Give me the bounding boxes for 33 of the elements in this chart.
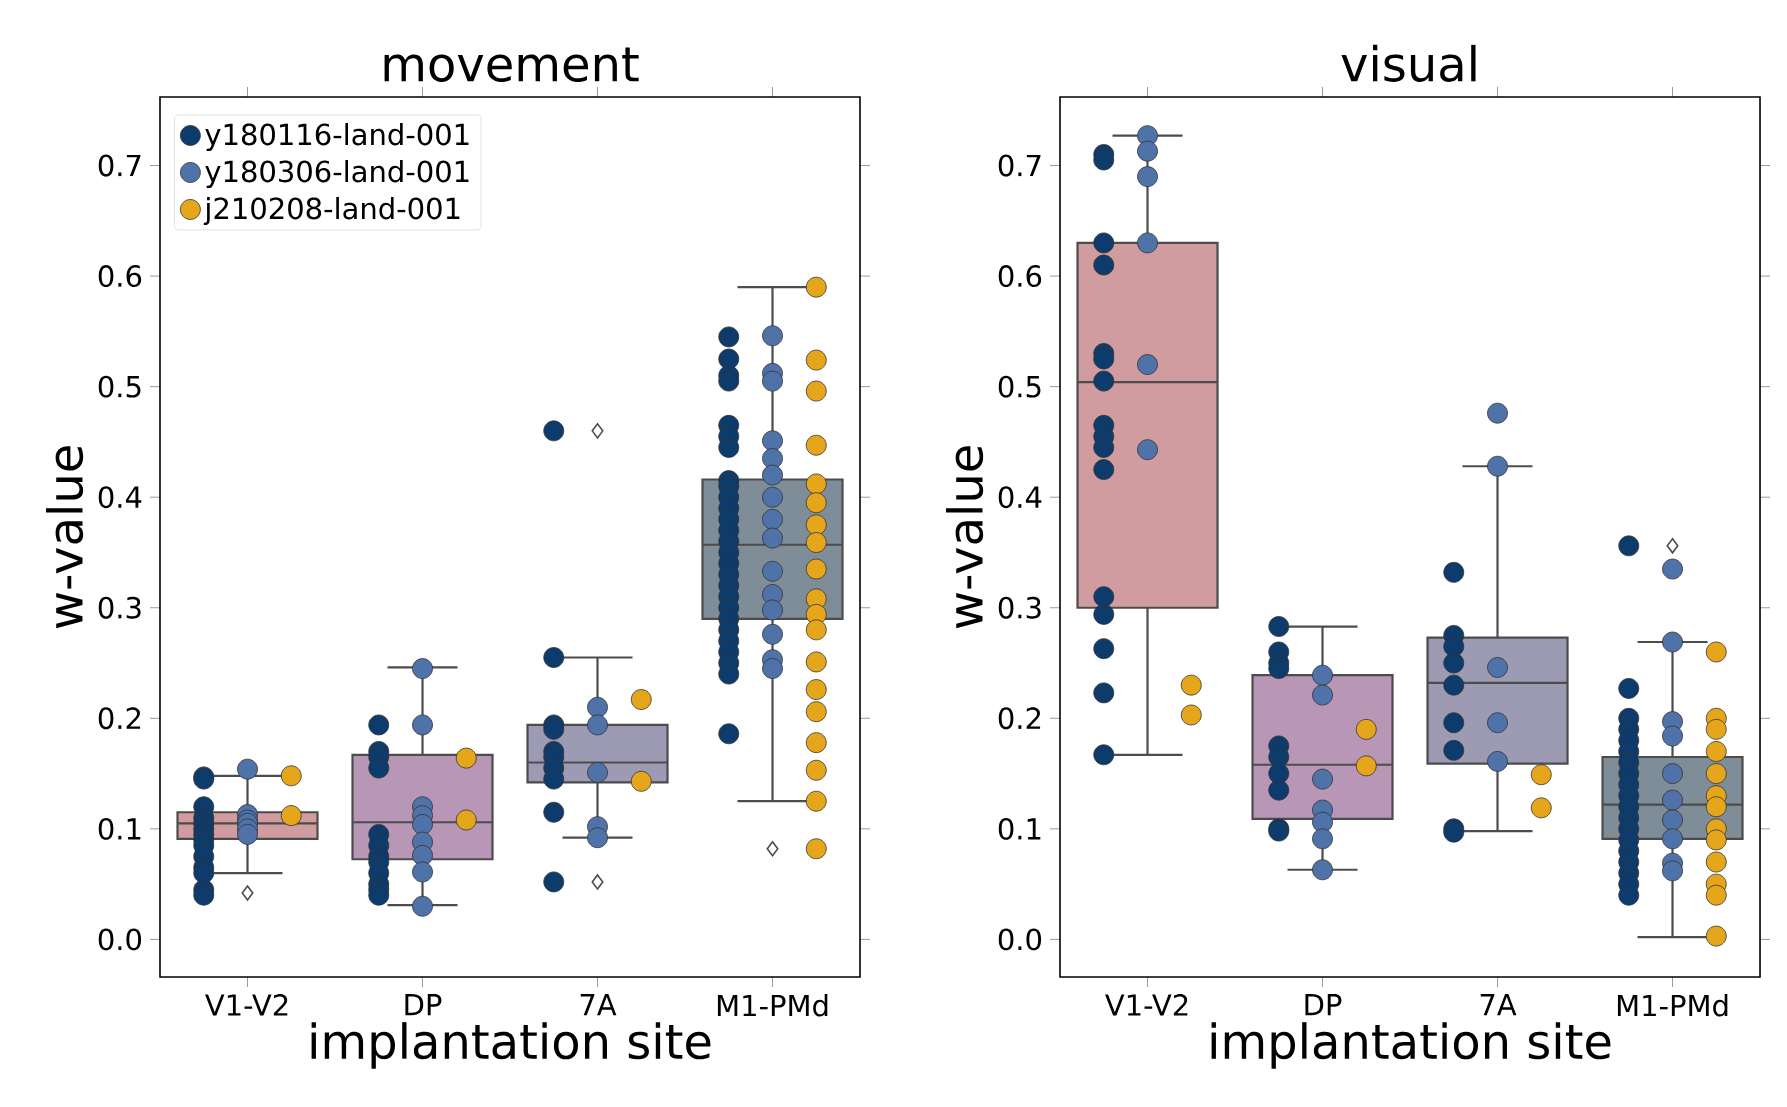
chart-title: visual (1341, 44, 1476, 82)
x-tick-label: V1-V2 (1105, 994, 1188, 1016)
x-tick-label: 7A (580, 994, 617, 1016)
legend-label: y180306-land-001 (205, 159, 469, 189)
y-tick-label: 0.6 (98, 265, 142, 288)
y-tick-label: 0.5 (998, 375, 1041, 398)
y-tick-label: 0.7 (98, 154, 141, 177)
y-axis-title: w-value (46, 446, 84, 629)
legend-label: j210208-land-001 (203, 196, 460, 226)
x-tick-label: DP (1305, 994, 1342, 1016)
y-tick-label: 0.7 (998, 154, 1041, 177)
x-tick-label: 7A (1480, 994, 1517, 1016)
y-tick-label: 0.0 (998, 928, 1042, 951)
legend-label: y180116-land-001 (205, 122, 469, 152)
x-tick-label: DP (405, 994, 442, 1016)
chart-title: movement (384, 47, 639, 82)
y-tick-label: 0.4 (998, 486, 1042, 509)
y-tick-label: 0.2 (98, 707, 141, 730)
x-tick-label: M1-PMd (717, 994, 828, 1017)
y-tick-label: 0.0 (98, 928, 142, 951)
y-tick-label: 0.3 (998, 596, 1041, 619)
x-axis-title: implantation site (1211, 1022, 1611, 1069)
y-tick-label: 0.1 (998, 817, 1041, 840)
y-tick-label: 0.1 (98, 817, 141, 840)
x-axis-title: implantation site (311, 1022, 711, 1069)
y-axis-title: w-value (946, 446, 984, 629)
y-tick-label: 0.6 (998, 265, 1042, 288)
y-tick-label: 0.5 (98, 375, 141, 398)
y-tick-label: 0.2 (998, 707, 1041, 730)
x-tick-label: M1-PMd (1617, 994, 1728, 1017)
x-tick-label: V1-V2 (205, 994, 288, 1016)
y-tick-label: 0.4 (98, 486, 142, 509)
y-tick-label: 0.3 (98, 596, 141, 619)
